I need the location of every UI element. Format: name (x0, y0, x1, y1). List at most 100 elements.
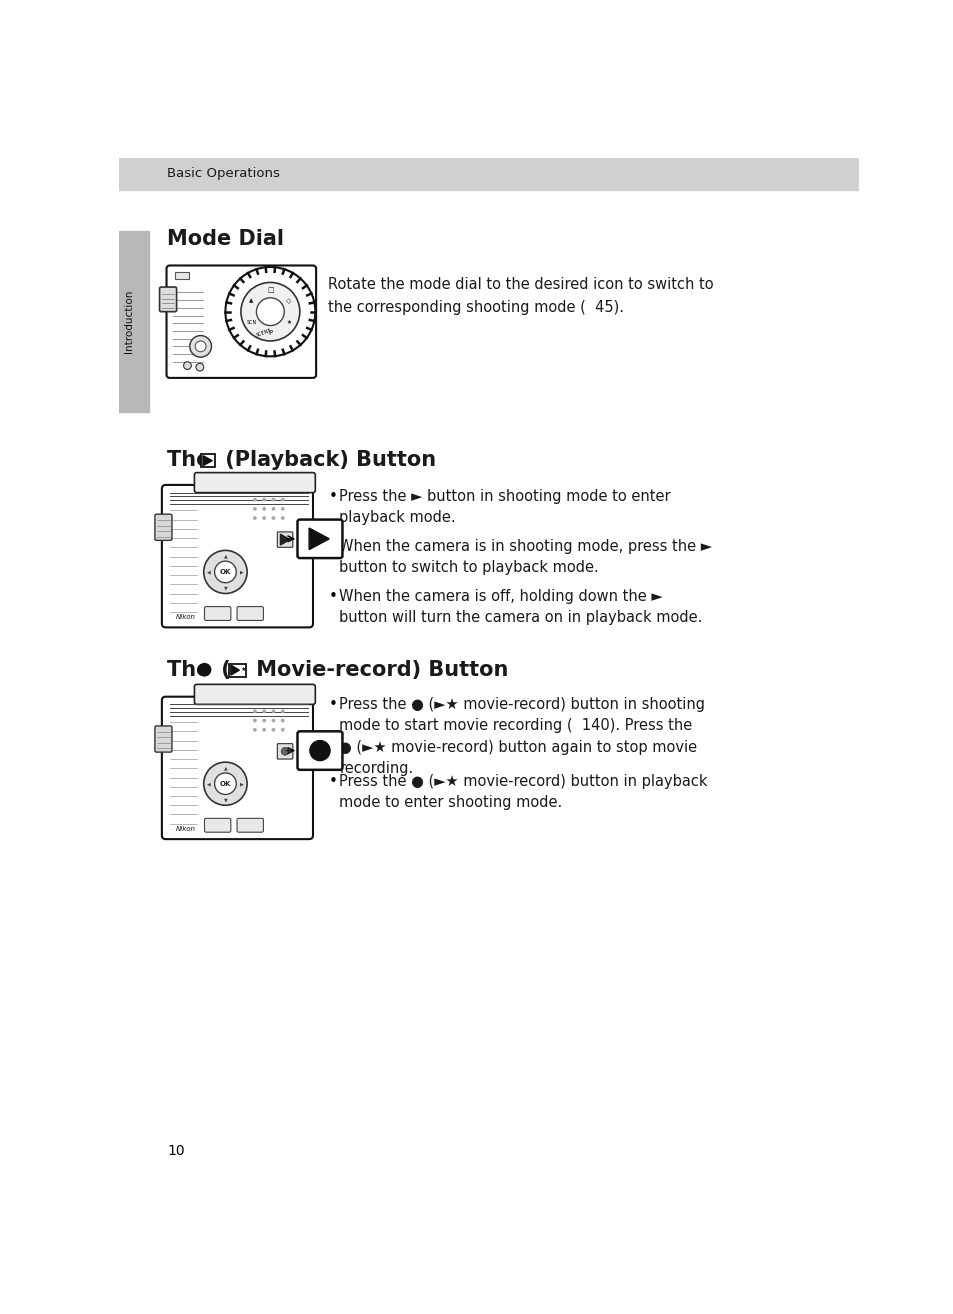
FancyBboxPatch shape (167, 265, 315, 378)
Bar (174, 272, 189, 280)
Circle shape (262, 710, 266, 714)
Text: The: The (167, 451, 217, 470)
Text: ▶: ▶ (239, 782, 243, 786)
Circle shape (204, 551, 247, 594)
Text: (Playback) Button: (Playback) Button (217, 451, 436, 470)
Text: Mode Dial: Mode Dial (167, 229, 284, 248)
FancyBboxPatch shape (162, 696, 313, 840)
Circle shape (253, 507, 256, 511)
Circle shape (214, 773, 236, 795)
Circle shape (204, 762, 247, 805)
Circle shape (262, 516, 266, 520)
Text: •: • (328, 774, 337, 788)
FancyBboxPatch shape (229, 664, 246, 677)
FancyBboxPatch shape (277, 532, 293, 548)
Text: The: The (167, 660, 217, 679)
Text: ★: ★ (287, 321, 292, 325)
Text: Nikon: Nikon (175, 615, 195, 620)
Polygon shape (309, 528, 329, 549)
Circle shape (280, 719, 284, 723)
Circle shape (198, 664, 211, 675)
Text: ★: ★ (241, 668, 246, 673)
Text: •: • (328, 589, 337, 604)
Circle shape (195, 340, 206, 352)
Text: Introduction: Introduction (124, 289, 134, 353)
Circle shape (253, 728, 256, 732)
Text: 10: 10 (167, 1144, 185, 1158)
Text: Press the ● (►★ movie-record) button in shooting
mode to start movie recording (: Press the ● (►★ movie-record) button in … (339, 696, 704, 777)
Text: ▲: ▲ (223, 765, 227, 770)
Text: ▶: ▶ (239, 569, 243, 574)
Polygon shape (231, 665, 239, 675)
Circle shape (262, 498, 266, 502)
Circle shape (253, 498, 256, 502)
Text: SCENE: SCENE (255, 328, 273, 339)
Text: ◀: ◀ (207, 569, 211, 574)
Circle shape (281, 748, 289, 756)
Bar (119, 231, 149, 411)
FancyBboxPatch shape (204, 607, 231, 620)
Text: OK: OK (219, 781, 231, 787)
FancyBboxPatch shape (154, 514, 172, 540)
Text: (: ( (213, 660, 231, 679)
FancyBboxPatch shape (204, 819, 231, 832)
Text: •: • (328, 696, 337, 712)
Circle shape (253, 710, 256, 714)
FancyBboxPatch shape (236, 607, 263, 620)
FancyBboxPatch shape (277, 744, 293, 759)
Circle shape (225, 267, 315, 356)
Circle shape (272, 498, 275, 502)
Text: When the camera is in shooting mode, press the ►
button to switch to playback mo: When the camera is in shooting mode, pre… (339, 539, 712, 576)
Polygon shape (280, 535, 290, 545)
Circle shape (256, 298, 284, 326)
Circle shape (190, 335, 212, 357)
Text: Rotate the mode dial to the desired icon to switch to
the corresponding shooting: Rotate the mode dial to the desired icon… (328, 277, 714, 315)
Circle shape (280, 498, 284, 502)
Text: ▲: ▲ (249, 298, 253, 304)
Circle shape (272, 710, 275, 714)
Circle shape (262, 728, 266, 732)
Text: ▲: ▲ (223, 553, 227, 558)
Circle shape (310, 741, 330, 761)
Circle shape (214, 561, 236, 582)
Circle shape (272, 507, 275, 511)
Polygon shape (203, 456, 212, 465)
Text: ▼: ▼ (223, 586, 227, 590)
FancyBboxPatch shape (297, 732, 342, 770)
Circle shape (280, 710, 284, 714)
Circle shape (262, 719, 266, 723)
FancyBboxPatch shape (154, 725, 172, 752)
Circle shape (253, 719, 256, 723)
Circle shape (262, 507, 266, 511)
Circle shape (183, 361, 192, 369)
Text: •: • (328, 489, 337, 503)
Text: OK: OK (219, 569, 231, 576)
FancyBboxPatch shape (297, 519, 342, 558)
FancyBboxPatch shape (194, 473, 315, 493)
Text: Movie-record) Button: Movie-record) Button (249, 660, 508, 679)
Circle shape (241, 283, 299, 340)
Text: ▼: ▼ (223, 798, 227, 803)
Text: ◀: ◀ (207, 782, 211, 786)
Text: Press the ► button in shooting mode to enter
playback mode.: Press the ► button in shooting mode to e… (339, 489, 670, 526)
Text: SCN: SCN (246, 321, 256, 325)
Circle shape (195, 363, 204, 371)
Text: Nikon: Nikon (175, 827, 195, 832)
Text: When the camera is off, holding down the ►
button will turn the camera on in pla: When the camera is off, holding down the… (339, 589, 702, 625)
FancyBboxPatch shape (194, 685, 315, 704)
Circle shape (280, 507, 284, 511)
FancyBboxPatch shape (236, 819, 263, 832)
Circle shape (272, 728, 275, 732)
Circle shape (272, 516, 275, 520)
Text: Press the ● (►★ movie-record) button in playback
mode to enter shooting mode.: Press the ● (►★ movie-record) button in … (339, 774, 707, 811)
Text: ◇: ◇ (286, 298, 292, 304)
FancyBboxPatch shape (200, 455, 214, 468)
Circle shape (280, 516, 284, 520)
Circle shape (272, 719, 275, 723)
Text: P: P (268, 330, 273, 336)
Text: •: • (328, 539, 337, 553)
FancyBboxPatch shape (162, 485, 313, 627)
Circle shape (280, 728, 284, 732)
Bar (119, 158, 858, 191)
Text: Basic Operations: Basic Operations (167, 167, 280, 180)
